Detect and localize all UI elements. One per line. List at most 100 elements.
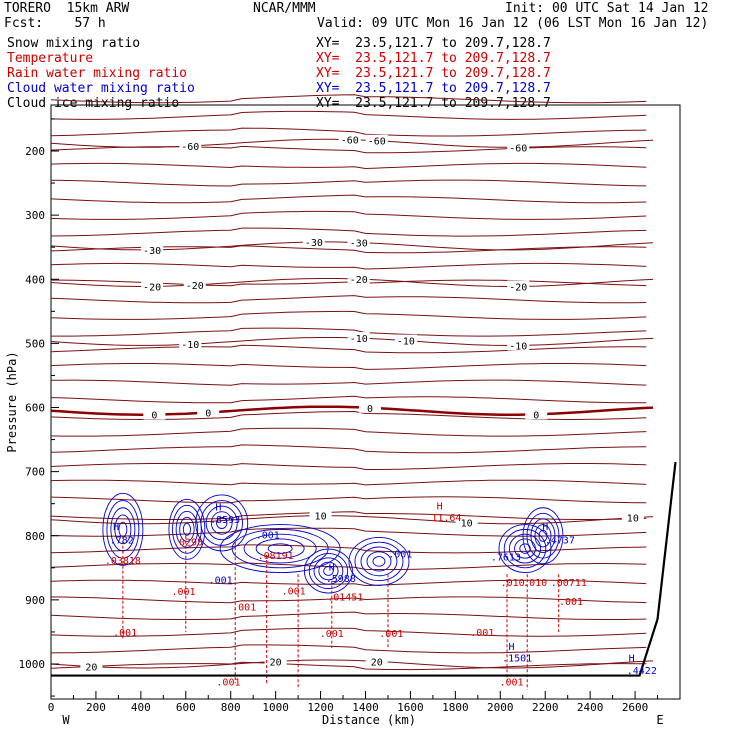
cloud-water-contour bbox=[538, 529, 548, 542]
isotherm-label-bg bbox=[183, 278, 206, 290]
isotherm-line bbox=[50, 162, 647, 170]
isotherm-labelled bbox=[50, 659, 654, 669]
isotherm-label-bg bbox=[347, 236, 370, 248]
contour-value-label: .001 bbox=[113, 628, 137, 639]
contour-value-label: .001 bbox=[379, 629, 403, 640]
contour-value-label: .1501 bbox=[502, 654, 532, 665]
cloud-water-contour bbox=[219, 524, 341, 574]
cloud-water-contour bbox=[168, 498, 206, 560]
cloud-water-contour bbox=[195, 494, 249, 552]
cloud-water-contour bbox=[503, 528, 547, 569]
x-tick-label: 0 bbox=[48, 701, 55, 714]
isotherm-label: 10 bbox=[627, 514, 639, 525]
contour-value-label: H bbox=[215, 502, 221, 513]
isotherm-label: 20 bbox=[270, 657, 282, 668]
contour-value-label: .08191 bbox=[258, 551, 294, 562]
isotherm-label: 20 bbox=[85, 663, 97, 674]
cloud-water-contour bbox=[175, 510, 199, 548]
isotherm-label-bg bbox=[141, 243, 164, 255]
isotherm-label-bg bbox=[507, 339, 530, 351]
field-name-cloud-ice: Cloud ice mixing ratio bbox=[7, 96, 180, 111]
organization-label: NCAR/MMM bbox=[253, 1, 316, 16]
contour-value-label: .01451 bbox=[327, 593, 363, 604]
y-tick-label: 300 bbox=[25, 209, 45, 222]
isotherm-label-bg bbox=[394, 334, 417, 346]
isotherm-label-bg bbox=[621, 511, 644, 523]
cloud-water-contour bbox=[348, 536, 410, 586]
cloud-water-contour bbox=[522, 507, 564, 565]
axes-layer: 0 200 400 600 800 1000 1200 1400 1600 1800 2000 220… bbox=[19, 118, 659, 714]
contour-value-label: .001 bbox=[470, 628, 494, 639]
model-title: TORERO 15km ARW bbox=[4, 1, 130, 16]
x-tick-label: 400 bbox=[131, 701, 151, 714]
contour-value-label: .001 bbox=[256, 530, 280, 541]
isotherm-line bbox=[50, 644, 647, 654]
isotherm-label-bg bbox=[455, 516, 478, 528]
isotherm-line bbox=[50, 344, 647, 354]
isotherm-line bbox=[50, 210, 647, 220]
field-xy-temperature: XY= 23.5,121.7 to 209.7,128.7 bbox=[316, 51, 551, 66]
isotherm-line bbox=[50, 562, 647, 570]
isotherm-label: 0 bbox=[205, 408, 211, 419]
cloud-water-contour bbox=[530, 518, 556, 554]
isotherm-line bbox=[50, 444, 647, 454]
contour-value-label: .4737 bbox=[545, 536, 575, 547]
isotherm-labelled bbox=[50, 515, 654, 525]
cloud-water-contour bbox=[102, 492, 144, 566]
cloud-water-contour bbox=[372, 556, 386, 567]
isotherm-label: 20 bbox=[371, 657, 383, 668]
isotherm-line bbox=[50, 463, 647, 470]
x-tick-label: 1400 bbox=[352, 701, 379, 714]
isotherm-line bbox=[50, 661, 647, 671]
isotherm-label: -10 bbox=[509, 341, 527, 352]
contour-value-label: .001 bbox=[388, 550, 412, 561]
contour-value-label: H bbox=[629, 654, 635, 665]
contour-value-label: H bbox=[437, 502, 443, 513]
isotherm-label: -30 bbox=[143, 246, 161, 257]
contour-value-label: H bbox=[113, 522, 119, 533]
x-tick-label: 1000 bbox=[262, 701, 289, 714]
isotherm-line bbox=[50, 579, 647, 587]
cloud-water-contour bbox=[323, 566, 334, 576]
terrain-line bbox=[51, 461, 677, 677]
contour-value-label: .5988 bbox=[326, 574, 356, 585]
isotherm-label-bg bbox=[365, 134, 388, 146]
isotherm-line bbox=[50, 227, 647, 237]
init-time: Init: 00 UTC Sat 14 Jan 12 bbox=[505, 1, 709, 16]
cloud-water-contour bbox=[508, 533, 542, 564]
isotherm-line bbox=[50, 179, 647, 187]
contour-value-label: .001 bbox=[171, 587, 195, 598]
cloud-water-contour bbox=[360, 546, 398, 577]
cloud-water-contour bbox=[534, 524, 552, 548]
x-tick-label: 2600 bbox=[622, 701, 649, 714]
isotherm-label-bg bbox=[179, 338, 202, 350]
isotherm-label: -60 bbox=[368, 137, 386, 148]
x-tick-label: 800 bbox=[221, 701, 241, 714]
cloud-water-contour bbox=[179, 516, 195, 542]
cloud-water-contour bbox=[267, 543, 293, 554]
cloud-water-contour bbox=[231, 528, 329, 569]
isotherm-label: -10 bbox=[397, 337, 415, 348]
contour-value-label: .001 bbox=[209, 575, 233, 586]
cloud-water-contour bbox=[205, 505, 238, 541]
contour-value-label: .8593 bbox=[210, 515, 240, 526]
y-tick-label: 600 bbox=[25, 402, 45, 415]
isotherm-label: -10 bbox=[350, 334, 368, 345]
isotherm-label: -30 bbox=[305, 238, 323, 249]
field-name-rain: Rain water mixing ratio bbox=[7, 66, 188, 81]
contour-value-label: .03818 bbox=[105, 556, 141, 567]
cloud-water-contour bbox=[182, 522, 191, 536]
contour-value-label: 11.64 bbox=[431, 513, 461, 524]
isotherm-label-bg bbox=[358, 401, 381, 413]
isotherm-label-bg bbox=[507, 141, 530, 153]
contour-value-label: .00711 bbox=[551, 578, 587, 589]
isotherm-line bbox=[50, 596, 647, 604]
y-axis-label: Pressure (hPa) bbox=[5, 351, 19, 452]
x-tick-label: 200 bbox=[86, 701, 106, 714]
isotherm-line bbox=[50, 110, 647, 120]
x-tick-label: 2000 bbox=[487, 701, 514, 714]
cloud-water-contour bbox=[243, 533, 317, 564]
isotherm-line bbox=[50, 611, 647, 620]
isotherm-label: -10 bbox=[181, 340, 199, 351]
